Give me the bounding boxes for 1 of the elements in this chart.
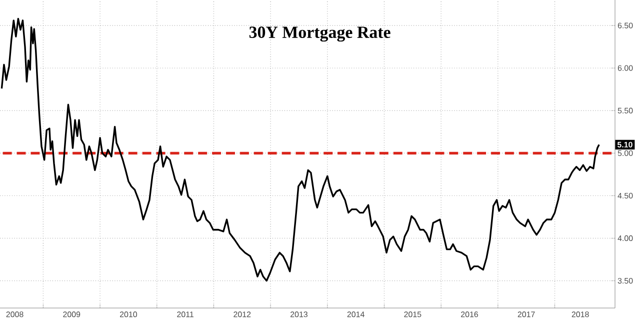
text: 30Y Mortgage Rate <box>249 26 390 42</box>
